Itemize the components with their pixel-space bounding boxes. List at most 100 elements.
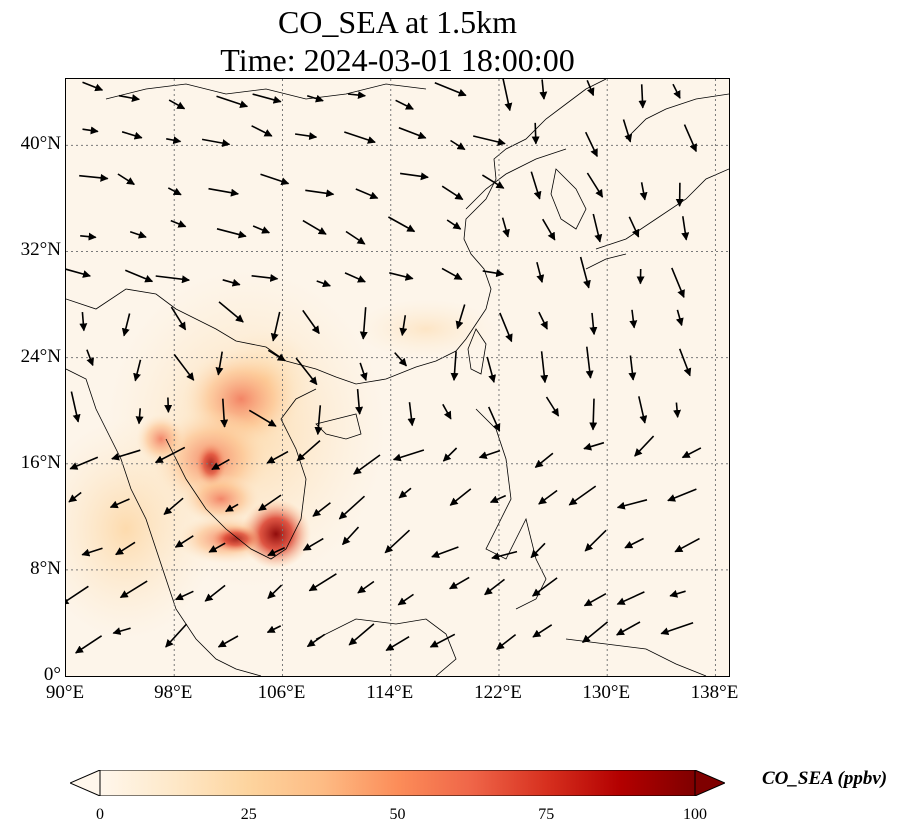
wind-arrow: [399, 172, 429, 181]
wind-arrow: [208, 542, 226, 553]
map-title: CO_SEA at 1.5km: [277, 4, 518, 40]
wind-arrow: [501, 217, 510, 238]
colorbar-tick-label: 50: [389, 806, 406, 823]
wind-arrow: [296, 439, 321, 462]
wind-arrow: [267, 584, 283, 599]
lat-tick-label: 0°: [43, 664, 61, 685]
wind-arrow: [295, 357, 318, 386]
wind-arrow: [638, 84, 647, 109]
colorbar-extend-max: [694, 770, 725, 796]
wind-arrow: [208, 187, 239, 197]
wind-arrow: [75, 635, 103, 654]
wind-arrow: [449, 488, 472, 506]
lat-tick-label: 8°N: [30, 557, 61, 579]
wind-arrow: [584, 529, 607, 552]
wind-arrow: [302, 309, 320, 335]
wind-arrow: [79, 173, 109, 182]
wind-arrow: [359, 362, 368, 382]
wind-arrow: [442, 447, 458, 462]
lon-tick-label: 122°E: [474, 682, 522, 703]
wind-arrow: [622, 119, 633, 143]
wind-arrow: [586, 79, 595, 97]
wind-arrow: [260, 173, 290, 186]
wind-arrow: [344, 131, 376, 144]
wind-arrow: [355, 188, 379, 200]
wind-arrow: [389, 272, 414, 281]
wind-arrow: [306, 633, 326, 648]
wind-vectors: [66, 79, 702, 654]
wind-arrow: [252, 93, 282, 104]
wind-arrow: [170, 219, 187, 228]
lat-tick-label: 16°N: [20, 451, 61, 473]
wind-arrow: [166, 136, 182, 145]
wind-arrow: [484, 578, 505, 596]
wind-arrow: [669, 589, 686, 598]
co-field: [66, 269, 496, 639]
wind-arrow: [491, 550, 518, 561]
wind-arrow: [251, 125, 273, 137]
wind-arrow: [583, 441, 605, 451]
wind-arrow: [481, 174, 505, 189]
wind-arrow: [170, 306, 187, 331]
wind-arrow: [388, 216, 416, 233]
wind-arrow: [302, 537, 324, 551]
lon-tick-label: 138°E: [690, 682, 739, 703]
wind-arrow: [584, 131, 598, 158]
wind-arrow: [111, 449, 141, 461]
wind-arrow: [392, 449, 425, 462]
wind-arrow: [81, 547, 103, 557]
wind-arrow: [119, 580, 148, 599]
wind-arrow: [616, 499, 648, 510]
wind-arrow: [431, 546, 459, 559]
wind-arrow: [267, 546, 286, 557]
lon-tick-label: 130°E: [582, 682, 631, 703]
wind-arrow: [398, 487, 412, 499]
map-panel: [65, 78, 730, 677]
wind-arrow: [482, 269, 505, 278]
wind-arrow: [429, 633, 456, 648]
wind-arrow: [316, 279, 331, 288]
wind-arrow: [616, 621, 641, 636]
wind-arrow: [163, 497, 184, 516]
wind-arrow: [449, 576, 470, 590]
coastlines: [66, 79, 729, 676]
wind-arrow: [204, 584, 226, 602]
wind-arrow: [225, 503, 239, 513]
wind-arrow: [660, 621, 694, 636]
wind-arrow: [592, 213, 603, 243]
wind-arrow: [220, 398, 229, 428]
wind-arrow: [168, 99, 186, 110]
wind-arrow: [531, 122, 540, 145]
wind-arrow: [218, 301, 244, 323]
wind-arrow: [441, 185, 464, 201]
wind-arrow: [538, 311, 548, 330]
map-time: Time: 2024-03-01 18:00:00: [220, 42, 575, 78]
wind-arrow: [534, 452, 554, 469]
lat-tick-label: 32°N: [20, 239, 61, 261]
wind-arrow: [671, 267, 685, 299]
wind-arrow: [538, 489, 558, 505]
wind-arrow: [399, 315, 408, 337]
map-canvas: [66, 79, 729, 676]
wind-arrow: [639, 182, 648, 201]
wind-arrow: [539, 79, 548, 100]
wind-arrow: [306, 94, 324, 103]
wind-arrow: [473, 135, 506, 146]
lon-tick-label: 106°E: [257, 682, 306, 703]
wind-arrow: [312, 502, 331, 517]
wind-arrow: [394, 352, 407, 367]
colorbar-tick-label: 25: [240, 806, 257, 823]
wind-arrow: [434, 81, 467, 97]
colorbar: [70, 770, 725, 796]
wind-arrow: [201, 138, 231, 148]
wind-arrow: [398, 126, 427, 140]
wind-arrow: [487, 406, 501, 432]
wind-arrow: [359, 307, 368, 340]
wind-arrow: [347, 91, 366, 100]
wind-arrow: [135, 408, 144, 425]
wind-arrow: [441, 267, 463, 281]
wind-arrow: [357, 580, 375, 594]
wind-arrow: [174, 535, 194, 548]
wind-arrow: [86, 349, 95, 367]
wind-arrow: [305, 189, 335, 198]
